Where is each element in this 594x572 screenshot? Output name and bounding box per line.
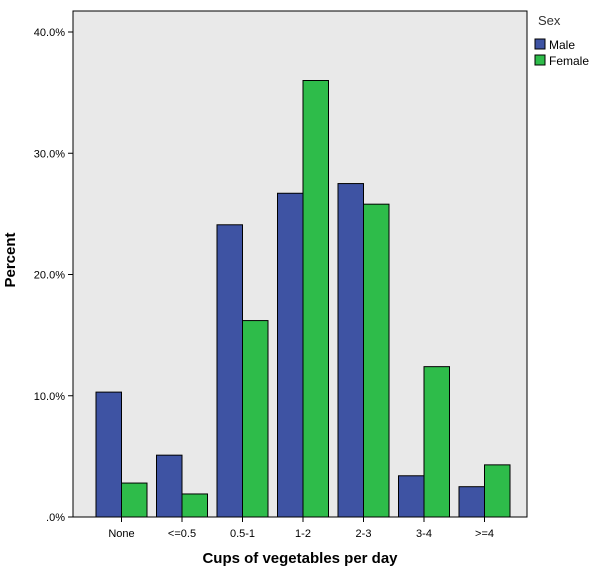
y-tick-label: 40.0% <box>34 27 65 39</box>
bar-male-5 <box>398 475 425 518</box>
bar-female-3 <box>302 80 329 518</box>
y-tick-label: 10.0% <box>34 391 65 403</box>
x-tick-label: None <box>108 528 134 540</box>
bar-female-4 <box>363 203 390 518</box>
bar-male-0 <box>95 391 122 518</box>
x-axis-title: Cups of vegetables per day <box>202 550 398 567</box>
bar-female-0 <box>121 482 148 518</box>
legend-swatch-male <box>534 38 546 50</box>
y-tick-label: 30.0% <box>34 148 65 160</box>
legend: Sex Male Female <box>534 13 589 68</box>
x-tick-label: 1-2 <box>295 528 311 540</box>
legend-title: Sex <box>538 13 561 28</box>
bar-female-2 <box>242 320 269 518</box>
legend-label-female: Female <box>549 54 589 68</box>
x-tick-label: 0.5-1 <box>230 528 255 540</box>
bar-male-6 <box>458 486 485 518</box>
x-tick-label: 3-4 <box>416 528 432 540</box>
bar-male-3 <box>277 192 304 518</box>
x-axis: None <=0.5 0.5-1 1-2 2-3 3-4 >=4 <box>108 517 494 540</box>
bar-female-6 <box>484 464 511 518</box>
bar-male-2 <box>216 224 243 518</box>
legend-label-male: Male <box>549 38 575 52</box>
x-tick-label: >=4 <box>475 528 494 540</box>
y-axis-title: Percent <box>2 232 19 287</box>
x-tick-label: <=0.5 <box>168 528 196 540</box>
y-tick-label: 20.0% <box>34 270 65 282</box>
bar-male-1 <box>156 454 183 518</box>
bar-male-4 <box>337 183 364 518</box>
y-tick-label: .0% <box>46 512 65 524</box>
y-axis: .0% 10.0% 20.0% 30.0% 40.0% <box>34 27 73 524</box>
bar-female-5 <box>423 366 450 518</box>
bars <box>95 80 511 518</box>
bar-female-1 <box>181 493 208 518</box>
x-tick-label: 2-3 <box>356 528 372 540</box>
legend-swatch-female <box>534 54 546 66</box>
